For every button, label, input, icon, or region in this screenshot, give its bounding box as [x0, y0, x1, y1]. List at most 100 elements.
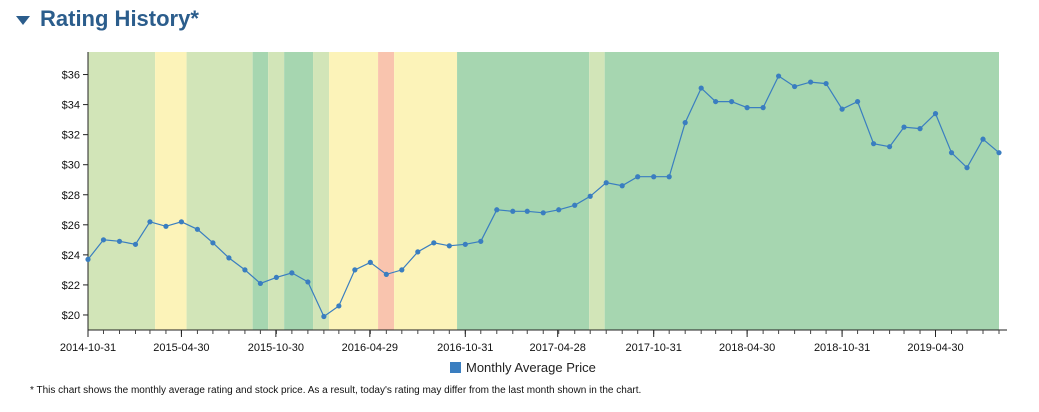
- data-point-11: [257, 280, 263, 287]
- price-series: [85, 73, 1002, 320]
- data-point-21: [415, 249, 421, 255]
- rating-band-5: [284, 52, 314, 330]
- data-point-31: [572, 202, 578, 208]
- y-tick-label-4: $28: [62, 190, 80, 202]
- data-point-22: [431, 240, 437, 246]
- x-tick-label-4: 2016-10-31: [437, 342, 493, 354]
- data-point-43: [760, 105, 766, 111]
- data-point-54: [932, 111, 939, 117]
- data-point-44: [776, 73, 782, 79]
- data-point-5: [163, 223, 169, 229]
- rating-band-10: [457, 52, 590, 330]
- data-point-56: [964, 165, 970, 171]
- data-point-25: [478, 238, 484, 244]
- x-tick-label-0: 2014-10-31: [60, 342, 116, 354]
- y-tick-label-8: $36: [62, 70, 80, 82]
- y-tick-label-1: $22: [62, 280, 80, 292]
- rating-band-0: [88, 52, 156, 330]
- data-point-37: [666, 174, 672, 180]
- data-point-0: [85, 256, 91, 262]
- data-point-49: [854, 98, 861, 105]
- data-point-58: [996, 150, 1002, 156]
- data-point-19: [383, 271, 389, 277]
- chart-axes: $20 $22 $24 $26 $28 $30 $32 $34 $36 2014-10-31 201…: [60, 52, 1007, 354]
- data-point-27: [510, 208, 516, 214]
- data-point-30: [556, 207, 562, 213]
- data-point-51: [886, 144, 893, 150]
- data-point-2: [116, 238, 123, 244]
- data-point-24: [462, 241, 468, 247]
- rating-history-toggle[interactable]: Rating History*: [16, 6, 199, 32]
- data-point-34: [619, 183, 625, 189]
- data-point-16: [336, 303, 342, 309]
- data-point-18: [367, 259, 373, 265]
- y-tick-label-6: $32: [62, 130, 80, 142]
- data-point-32: [587, 193, 593, 199]
- data-point-17: [352, 267, 358, 273]
- data-point-39: [698, 85, 704, 91]
- data-point-47: [823, 80, 829, 87]
- data-point-9: [226, 255, 232, 261]
- y-tick-label-2: $24: [62, 250, 80, 262]
- rating-band-9: [394, 52, 458, 330]
- rating-band-6: [313, 52, 330, 330]
- data-point-50: [870, 141, 877, 147]
- data-point-55: [948, 150, 955, 156]
- data-point-20: [399, 267, 405, 273]
- data-point-57: [980, 136, 986, 142]
- data-point-23: [446, 243, 452, 249]
- y-tick-label-7: $34: [62, 100, 80, 112]
- data-point-42: [744, 105, 750, 111]
- y-tick-label-3: $26: [62, 220, 80, 232]
- rating-band-7: [329, 52, 379, 330]
- data-point-41: [729, 98, 735, 105]
- data-point-46: [808, 79, 814, 85]
- data-point-8: [210, 240, 216, 246]
- rating-band-12: [604, 52, 999, 330]
- data-point-53: [917, 126, 923, 132]
- data-point-26: [494, 207, 500, 213]
- x-tick-label-5: 2017-04-28: [530, 342, 586, 354]
- data-point-3: [132, 241, 139, 247]
- legend-label: Monthly Average Price: [466, 360, 596, 375]
- data-point-48: [839, 106, 845, 112]
- x-tick-label-3: 2016-04-29: [342, 342, 398, 354]
- data-point-10: [242, 267, 248, 273]
- x-tick-label-7: 2018-04-30: [719, 342, 775, 354]
- rating-band-3: [252, 52, 269, 330]
- rating-band-1: [155, 52, 187, 330]
- legend-swatch: [450, 362, 461, 373]
- data-point-12: [273, 274, 279, 281]
- data-point-38: [682, 120, 688, 126]
- x-tick-label-2: 2015-10-30: [248, 342, 304, 354]
- data-point-4: [147, 219, 153, 225]
- data-point-35: [635, 174, 641, 180]
- data-point-36: [651, 174, 657, 180]
- data-point-14: [305, 279, 311, 285]
- data-point-13: [289, 270, 295, 276]
- rating-band-8: [378, 52, 395, 330]
- section-title: Rating History*: [40, 6, 199, 31]
- data-point-1: [100, 237, 107, 243]
- data-point-15: [321, 313, 327, 320]
- x-tick-label-1: 2015-04-30: [153, 342, 209, 354]
- data-point-29: [540, 210, 546, 216]
- rating-band-4: [268, 52, 285, 330]
- rating-bands: [88, 52, 999, 330]
- data-point-33: [603, 180, 609, 186]
- data-point-6: [178, 219, 185, 225]
- y-tick-label-5: $30: [62, 160, 80, 172]
- data-point-45: [792, 83, 798, 90]
- x-tick-label-6: 2017-10-31: [626, 342, 682, 354]
- data-point-28: [524, 208, 530, 214]
- y-tick-label-0: $20: [62, 310, 80, 322]
- x-tick-label-8: 2018-10-31: [814, 342, 870, 354]
- caret-down-icon: [16, 15, 30, 25]
- rating-band-2: [186, 52, 253, 330]
- chart-legend: Monthly Average Price: [450, 360, 596, 375]
- data-point-7: [194, 226, 201, 232]
- x-tick-label-9: 2019-04-30: [907, 342, 963, 354]
- data-point-40: [713, 98, 719, 105]
- chart-footnote: * This chart shows the monthly average r…: [30, 385, 642, 396]
